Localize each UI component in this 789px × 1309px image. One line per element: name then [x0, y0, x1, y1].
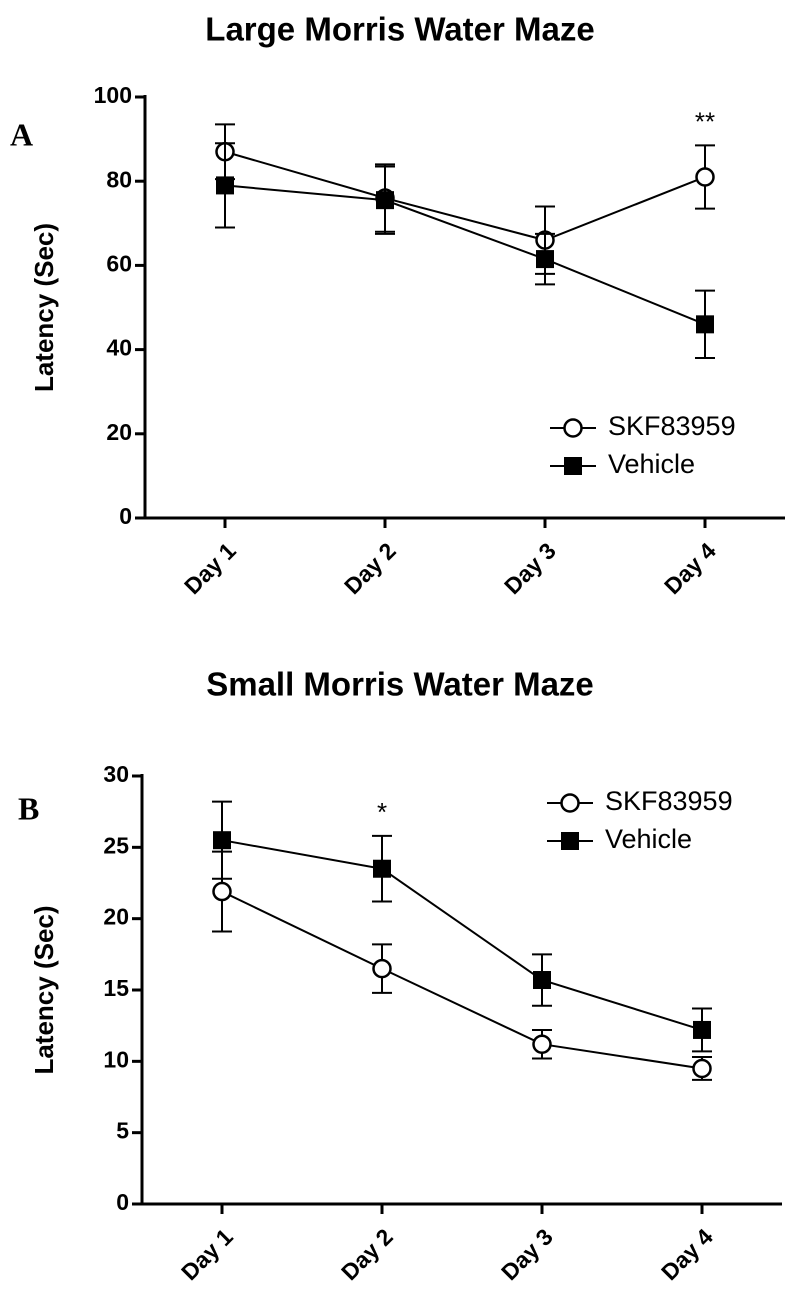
line [221, 839, 703, 1031]
legend-marker [561, 832, 579, 850]
y-tick-label: 0 [119, 503, 132, 529]
x-tick-label: Day 4 [656, 1223, 718, 1285]
line [224, 184, 706, 326]
y-tick-label: 40 [106, 335, 132, 361]
y-tick-label: 20 [106, 419, 132, 445]
marker [695, 167, 715, 187]
marker [376, 191, 394, 210]
annotation: * [377, 797, 387, 827]
x-tick-label: Day 1 [179, 537, 241, 599]
x-tick-label: Day 3 [496, 1223, 558, 1285]
y-tick-label: 60 [106, 250, 132, 276]
series [212, 800, 712, 1053]
line [221, 890, 703, 1070]
annotation: ** [695, 106, 715, 136]
legend-marker [560, 793, 580, 813]
panel-label: B [18, 790, 39, 826]
legend-label: SKF83959 [605, 786, 733, 816]
chart-title: Small Morris Water Maze [206, 666, 594, 703]
legend-label: Vehicle [608, 449, 695, 479]
marker [696, 315, 714, 334]
marker [372, 958, 392, 979]
series [215, 142, 715, 360]
y-tick-label: 15 [103, 975, 129, 1001]
x-tick-label: Day 3 [499, 537, 561, 599]
x-tick-label: Day 2 [336, 1223, 398, 1285]
legend-label: SKF83959 [608, 411, 736, 441]
marker [536, 250, 554, 269]
line [224, 150, 706, 242]
legend-marker [564, 457, 582, 475]
x-tick-label: Day 4 [659, 537, 721, 599]
marker [216, 176, 234, 195]
x-tick-label: Day 1 [176, 1223, 238, 1285]
series [215, 123, 715, 275]
y-axis-label: Latency (Sec) [29, 905, 59, 1074]
legend-label: Vehicle [605, 824, 692, 854]
marker [693, 1020, 711, 1039]
y-tick-label: 80 [106, 166, 132, 192]
marker [212, 881, 232, 902]
x-tick-label: Day 2 [339, 537, 401, 599]
y-tick-label: 20 [103, 904, 129, 930]
y-tick-label: 5 [116, 1118, 129, 1144]
marker [533, 971, 551, 990]
marker [213, 831, 231, 850]
panel-label: A [10, 116, 33, 152]
legend-marker [563, 418, 583, 438]
marker [532, 1034, 552, 1054]
chart-title: Large Morris Water Maze [205, 11, 594, 48]
marker [373, 859, 391, 878]
y-tick-label: 30 [103, 761, 129, 787]
y-tick-label: 0 [116, 1189, 129, 1215]
y-tick-label: 25 [103, 832, 129, 858]
y-tick-label: 100 [94, 82, 132, 108]
y-axis-label: Latency (Sec) [29, 223, 59, 392]
y-tick-label: 10 [103, 1046, 129, 1072]
series [212, 850, 712, 1081]
marker [692, 1058, 712, 1079]
